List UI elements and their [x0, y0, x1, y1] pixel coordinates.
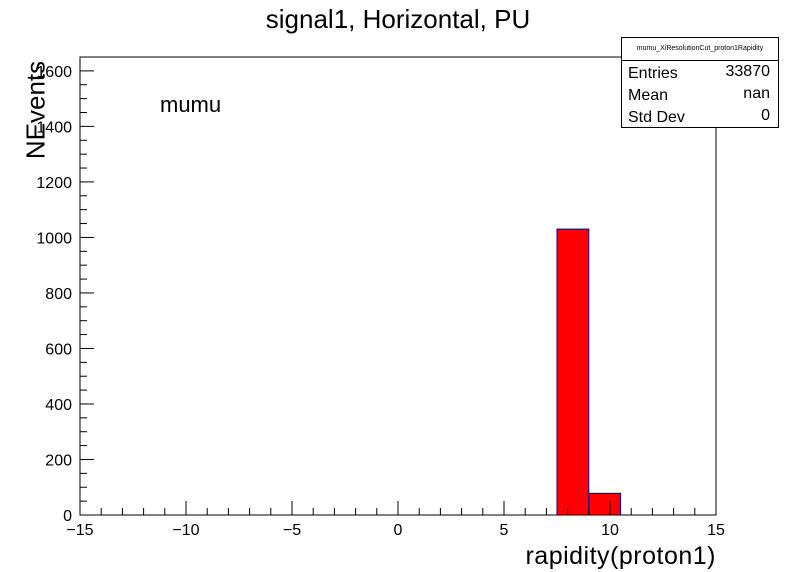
stats-label: Entries — [628, 65, 678, 82]
stats-value: nan — [743, 85, 770, 102]
x-tick-label: 10 — [601, 522, 619, 539]
stats-value: 0 — [761, 107, 770, 124]
y-tick-label: 800 — [45, 286, 72, 303]
x-tick-label: 0 — [394, 522, 403, 539]
stats-label: Mean — [628, 87, 669, 104]
stats-row-entries: Entries 33870 — [622, 61, 778, 83]
x-tick-label: −5 — [283, 522, 301, 539]
stats-row-stddev: Std Dev 0 — [622, 105, 778, 127]
y-tick-label: 600 — [45, 341, 72, 358]
stats-title: mumu_XiResolutionCut_proton1Rapidity — [622, 38, 778, 61]
chart-title: signal1, Horizontal, PU — [265, 4, 531, 34]
x-tick-label: 15 — [707, 522, 725, 539]
y-tick-label: 200 — [45, 452, 72, 469]
stats-value: 33870 — [725, 63, 771, 80]
y-axis-label: NEvents — [20, 60, 51, 160]
stats-box: mumu_XiResolutionCut_proton1Rapidity Ent… — [621, 37, 779, 128]
y-tick-label: 1400 — [36, 119, 72, 136]
histogram-bin — [588, 492, 622, 516]
histogram-bin — [556, 228, 590, 516]
y-tick-label: 1600 — [36, 64, 72, 81]
x-tick-label: 5 — [500, 522, 509, 539]
y-tick-label: 1200 — [36, 175, 72, 192]
x-tick-label: −15 — [66, 522, 93, 539]
stats-label: Std Dev — [628, 109, 685, 126]
x-tick-label: −10 — [172, 522, 199, 539]
stats-row-mean: Mean nan — [622, 83, 778, 105]
y-tick-label: 400 — [45, 397, 72, 414]
x-axis-label: rapidity(proton1) — [525, 542, 716, 570]
channel-annotation: mumu — [160, 92, 222, 117]
y-tick-label: 1000 — [36, 230, 72, 247]
y-tick-label: 0 — [63, 508, 72, 525]
